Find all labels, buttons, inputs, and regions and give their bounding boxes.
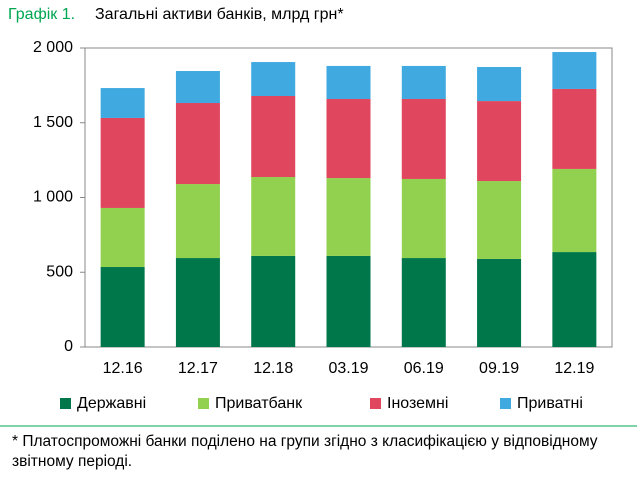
y-tick-label: 1 500 <box>33 114 73 131</box>
bar-segment <box>326 65 371 99</box>
bar-segment <box>552 252 597 347</box>
bar-segment <box>477 181 522 259</box>
bar-segment <box>401 65 446 99</box>
x-tick-label: 03.19 <box>328 360 368 377</box>
y-tick-label: 500 <box>46 263 73 280</box>
bar-segment <box>401 258 446 347</box>
footnote: * Платоспроможні банки поділено на групи… <box>12 433 598 470</box>
x-tick-label: 12.16 <box>103 360 143 377</box>
chart-title: Загальні активи банків, млрд грн* <box>95 6 344 23</box>
bar-segment <box>100 88 145 118</box>
x-tick-label: 12.18 <box>253 360 293 377</box>
bar-segment <box>175 184 220 259</box>
y-tick-label: 0 <box>64 338 73 355</box>
bar-segment <box>552 52 597 89</box>
y-tick-label: 2 000 <box>33 39 73 56</box>
bar-segment <box>552 168 597 253</box>
legend-label: Приватбанк <box>215 395 303 412</box>
legend-swatch <box>500 398 511 409</box>
legend-label: Приватні <box>517 395 583 412</box>
bar-segment <box>100 117 145 208</box>
bar-segment <box>401 98 446 179</box>
legend-label: Державні <box>77 395 146 412</box>
bar-segment <box>326 178 371 256</box>
bar-segment <box>175 71 220 104</box>
legend-label: Іноземні <box>387 395 448 412</box>
bar-segment <box>251 62 296 96</box>
bar-segment <box>552 88 597 169</box>
bar-segment <box>326 98 371 179</box>
x-tick-label: 06.19 <box>404 360 444 377</box>
legend-swatch <box>198 398 209 409</box>
x-tick-label: 12.17 <box>178 360 218 377</box>
bar-segment <box>477 258 522 347</box>
legend-swatch <box>60 398 71 409</box>
bar-segment <box>251 177 296 256</box>
x-tick-label: 09.19 <box>479 360 519 377</box>
bar-segment <box>251 255 296 347</box>
bar-segment <box>326 255 371 347</box>
legend-swatch <box>370 398 381 409</box>
x-tick-label: 12.19 <box>554 360 594 377</box>
bar-segment <box>100 267 145 347</box>
bar-segment <box>401 178 446 259</box>
bar-segment <box>100 207 145 268</box>
bar-segment <box>175 258 220 347</box>
bar-segment <box>251 95 296 178</box>
chart: Графік 1. Загальні активи банків, млрд г… <box>0 6 637 427</box>
chart-title-label: Графік 1. <box>8 6 75 23</box>
bar-segment <box>477 101 522 182</box>
bar-segment <box>175 103 220 185</box>
bar-segment <box>477 66 522 102</box>
y-tick-label: 1 000 <box>33 189 73 206</box>
